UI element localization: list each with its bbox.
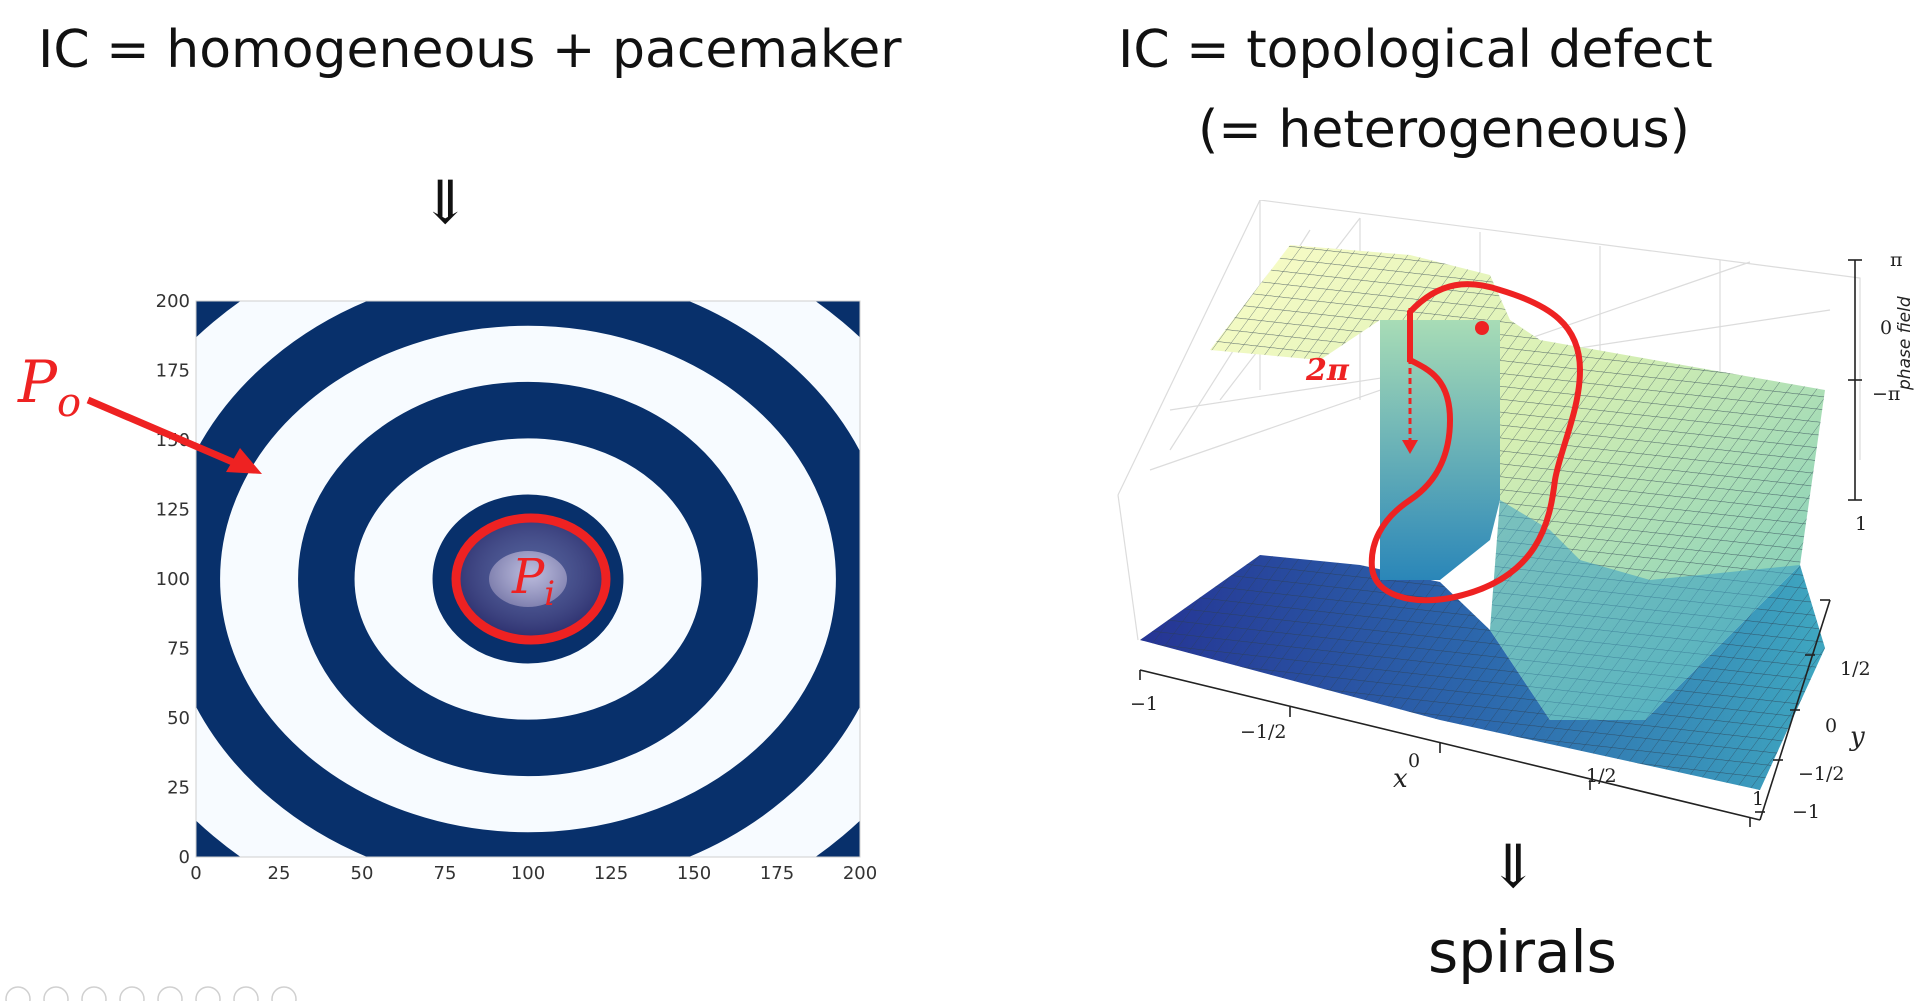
defect-point bbox=[1475, 321, 1489, 335]
branch-wall bbox=[1380, 320, 1500, 580]
x-tick-3: 0 bbox=[1408, 750, 1420, 772]
x-tick-label: 75 bbox=[434, 863, 457, 884]
x-tick-label: 125 bbox=[594, 863, 628, 884]
z-tick-1: −π bbox=[1872, 383, 1900, 405]
outer-annotation: Po bbox=[17, 348, 262, 474]
x-tick-label: 100 bbox=[511, 863, 545, 884]
x-tick-5: 1 bbox=[1752, 788, 1764, 810]
x-tick-label: 175 bbox=[760, 863, 794, 884]
lower-sheet-mesh bbox=[1140, 555, 1825, 790]
x-tick-marks bbox=[1139, 670, 1751, 827]
target-wave-heatmap: 0 25 50 75 100 125 150 175 200 0 25 50 75 100 125 150 1… bbox=[140, 280, 900, 900]
y-tick-label: 200 bbox=[156, 291, 190, 312]
phase-field-surface: −1 −1/2 0 1/2 1 x −1 −1/2 0 1/2 1 y π 0 … bbox=[1110, 199, 1920, 840]
z-tick-3: π bbox=[1890, 249, 1903, 271]
po-arrow-head bbox=[226, 448, 262, 474]
nav-dot[interactable] bbox=[271, 986, 297, 1001]
label-pi: Pi bbox=[511, 549, 555, 614]
two-pi-label: 2π bbox=[1305, 353, 1350, 388]
z-tick-2: 0 bbox=[1880, 317, 1892, 339]
y-tick-label: 175 bbox=[156, 361, 190, 382]
label-po: Po bbox=[17, 348, 81, 426]
y-tick-4: 1/2 bbox=[1840, 658, 1871, 680]
x-axis-label: x bbox=[1393, 764, 1408, 794]
left-down-arrow-icon: ⇓ bbox=[420, 168, 471, 238]
po-arrow-shaft bbox=[86, 396, 244, 470]
surface-svg: −1 −1/2 0 1/2 1 x −1 −1/2 0 1/2 1 y π 0 … bbox=[1117, 199, 1915, 827]
y-tick-1: −1 bbox=[1792, 801, 1820, 823]
z-axis-label: phase field bbox=[1895, 296, 1915, 391]
y-tick-label: 100 bbox=[156, 569, 190, 590]
nav-dot[interactable] bbox=[195, 986, 221, 1001]
y-tick-label: 125 bbox=[156, 500, 190, 521]
result-label: spirals bbox=[1428, 918, 1617, 986]
y-tick-3: 0 bbox=[1825, 715, 1837, 737]
pacemaker-region bbox=[456, 519, 606, 639]
y-tick-label: 0 bbox=[179, 847, 190, 868]
y-tick-marks bbox=[1755, 599, 1830, 813]
nav-dot[interactable] bbox=[5, 986, 31, 1001]
left-title: IC = homogeneous + pacemaker bbox=[38, 20, 902, 80]
slide-nav[interactable] bbox=[0, 985, 400, 1001]
right-down-arrow-icon: ⇓ bbox=[1488, 832, 1539, 902]
phase-jump-arrowhead bbox=[1402, 440, 1418, 454]
plot-frame bbox=[195, 300, 861, 858]
x-tick-2: −1/2 bbox=[1240, 721, 1287, 743]
closed-loop bbox=[1368, 281, 1584, 604]
nav-dot[interactable] bbox=[119, 986, 145, 1001]
y-tick-label: 25 bbox=[167, 778, 190, 799]
shaded-front bbox=[1490, 500, 1800, 720]
z-tick-marks bbox=[1848, 259, 1862, 501]
nav-dot[interactable] bbox=[43, 986, 69, 1001]
y-tick-2: −1/2 bbox=[1798, 763, 1845, 785]
heatmap-svg: 0 25 50 75 100 125 150 175 200 0 25 50 75 100 125 150 1… bbox=[156, 291, 878, 884]
x-tick-label: 150 bbox=[677, 863, 711, 884]
right-title-line1: IC = topological defect bbox=[1118, 20, 1713, 80]
y-tick-label: 50 bbox=[167, 708, 190, 729]
nav-dot[interactable] bbox=[81, 986, 107, 1001]
y-tick-label: 75 bbox=[167, 639, 190, 660]
x-tick-1: −1 bbox=[1130, 693, 1158, 715]
x-tick-label: 25 bbox=[268, 863, 291, 884]
y-axis-label: y bbox=[1849, 722, 1865, 752]
x-axis-ticks: 0 25 50 75 100 125 150 175 200 bbox=[190, 863, 877, 884]
x-tick-4: 1/2 bbox=[1586, 765, 1617, 787]
x-tick-label: 0 bbox=[190, 863, 201, 884]
x-tick-label: 50 bbox=[351, 863, 374, 884]
x-tick-label: 200 bbox=[843, 863, 877, 884]
y-tick-5: 1 bbox=[1855, 513, 1867, 535]
nav-dot[interactable] bbox=[233, 986, 259, 1001]
nav-dot[interactable] bbox=[157, 986, 183, 1001]
wave-ring bbox=[298, 381, 758, 777]
pacemaker-outline bbox=[451, 513, 611, 645]
right-title-line2: (= heterogeneous) bbox=[1198, 100, 1690, 160]
